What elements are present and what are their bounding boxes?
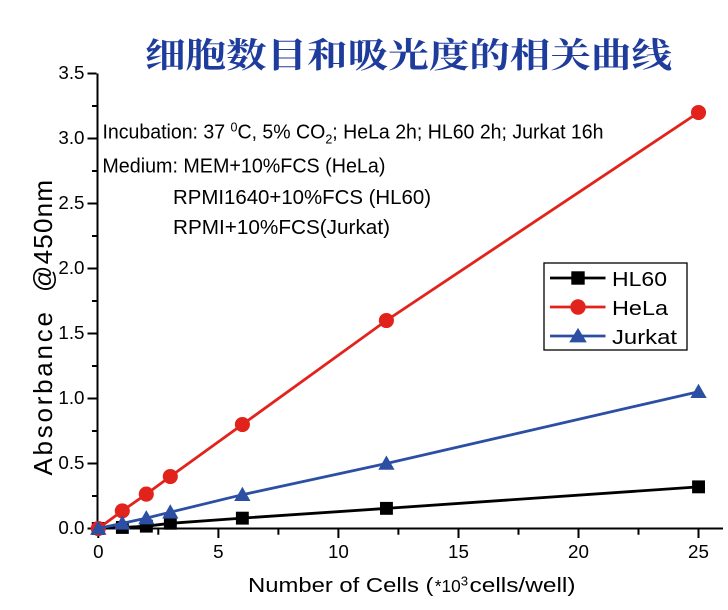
svg-text:cells/well): cells/well) — [470, 575, 576, 597]
svg-text:3.0: 3.0 — [58, 127, 84, 148]
svg-text:25: 25 — [688, 541, 709, 562]
svg-text:10: 10 — [328, 541, 349, 562]
svg-text:0.5: 0.5 — [58, 452, 84, 473]
svg-text:0: 0 — [93, 541, 103, 562]
svg-text:HeLa: HeLa — [612, 297, 669, 320]
svg-text:3: 3 — [461, 574, 468, 589]
svg-text:RPMI1640+10%FCS (HL60): RPMI1640+10%FCS (HL60) — [173, 187, 431, 209]
svg-text:3.5: 3.5 — [58, 62, 84, 83]
svg-text:Absorbance: Absorbance — [28, 312, 58, 476]
svg-text:20: 20 — [568, 541, 589, 562]
svg-text:15: 15 — [448, 541, 469, 562]
svg-text:1.0: 1.0 — [58, 387, 84, 408]
svg-text:*10: *10 — [435, 576, 461, 596]
svg-text:5: 5 — [213, 541, 223, 562]
svg-text:@450nm: @450nm — [28, 180, 58, 292]
svg-text:Medium: MEM+10%FCS (HeLa): Medium: MEM+10%FCS (HeLa) — [102, 156, 385, 178]
svg-text:HL60: HL60 — [612, 268, 667, 291]
svg-text:2.5: 2.5 — [58, 192, 84, 213]
svg-text:1.5: 1.5 — [58, 322, 84, 343]
svg-text:Incubation: 37 0C, 5% CO2; HeL: Incubation: 37 0C, 5% CO2; HeLa 2h; HL60… — [103, 120, 604, 147]
svg-text:Number of Cells (: Number of Cells ( — [248, 575, 434, 597]
svg-text:2.0: 2.0 — [58, 257, 84, 278]
svg-text:0.0: 0.0 — [58, 517, 84, 538]
svg-text:Jurkat: Jurkat — [612, 326, 677, 349]
svg-text:RPMI+10%FCS(Jurkat): RPMI+10%FCS(Jurkat) — [173, 217, 390, 239]
